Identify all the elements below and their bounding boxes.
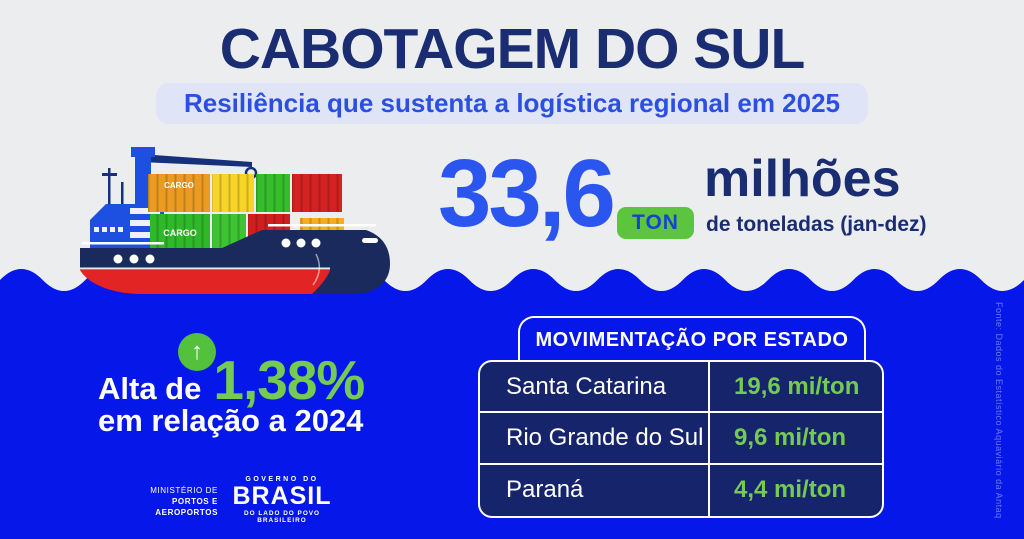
- state-table-header: MOVIMENTAÇÃO POR ESTADO: [518, 316, 866, 362]
- table-row: Paraná 4,4 mi/ton: [480, 464, 882, 516]
- crane-icon: [131, 147, 258, 216]
- hull-navy: [80, 230, 390, 294]
- state-name: Santa Catarina: [506, 372, 667, 400]
- containers-top-row: CARGO: [148, 174, 342, 212]
- source-note: Fonte: Dados do Estatístico Aquaviário d…: [994, 302, 1004, 519]
- ministry-line: AEROPORTOS: [155, 508, 218, 517]
- ministry-line: PORTOS E: [172, 497, 218, 506]
- wave-divider: [0, 269, 1024, 305]
- ship-bridge: [90, 204, 164, 248]
- growth-prefix: Alta de: [98, 371, 202, 406]
- growth-arrow-icon: ↑: [178, 333, 216, 371]
- portholes: [113, 238, 321, 264]
- ton-badge: TON: [617, 207, 694, 239]
- tonnage-unit-subtitle: de toneladas (jan-dez): [706, 213, 927, 236]
- gov-logo-top: GOVERNO DO: [245, 476, 319, 483]
- growth-value: 1,38%: [213, 349, 365, 411]
- subtitle-pill: Resiliência que sustenta a logística reg…: [155, 83, 869, 124]
- table-row: Santa Catarina 19,6 mi/ton: [480, 362, 882, 414]
- growth-line: Alta de 1,38%: [98, 348, 365, 412]
- state-name: Rio Grande do Sul: [506, 423, 704, 451]
- state-value: 9,6 mi/ton: [708, 413, 882, 463]
- cargo-ship-illustration: CARGO CARGO: [80, 147, 390, 294]
- state-value: 19,6 mi/ton: [708, 362, 882, 412]
- gov-logo-tagline: DO LADO DO POVO BRASILEIRO: [243, 510, 321, 524]
- state-table-body: Santa Catarina 19,6 mi/ton Rio Grande do…: [478, 360, 884, 518]
- subtitle-text: Resiliência que sustenta a logística reg…: [183, 88, 841, 118]
- page-title: CABOTAGEM DO SUL: [219, 17, 806, 81]
- tonnage-unit-title: milhões: [704, 150, 901, 208]
- cargo-label: CARGO: [164, 181, 194, 190]
- ministry-line: MINISTÉRIO DE: [150, 486, 218, 495]
- cargo-label: CARGO: [163, 228, 197, 238]
- tonnage-value: 33,6: [438, 140, 616, 247]
- growth-comparison: em relação a 2024: [98, 403, 364, 438]
- state-name: Paraná: [506, 476, 584, 504]
- up-arrow-glyph: ↑: [191, 338, 203, 365]
- table-row: Rio Grande do Sul 9,6 mi/ton: [480, 413, 882, 465]
- gov-logo-name: BRASIL: [232, 482, 332, 510]
- governo-do-brasil-logo: GOVERNO DO BRASIL DO LADO DO POVO BRASIL…: [226, 476, 338, 524]
- hull-red: [80, 270, 334, 294]
- state-value: 4,4 mi/ton: [708, 464, 882, 516]
- ministry-logo: MINISTÉRIO DE PORTOS E AEROPORTOS: [118, 485, 218, 518]
- state-table-title: MOVIMENTAÇÃO POR ESTADO: [535, 328, 849, 351]
